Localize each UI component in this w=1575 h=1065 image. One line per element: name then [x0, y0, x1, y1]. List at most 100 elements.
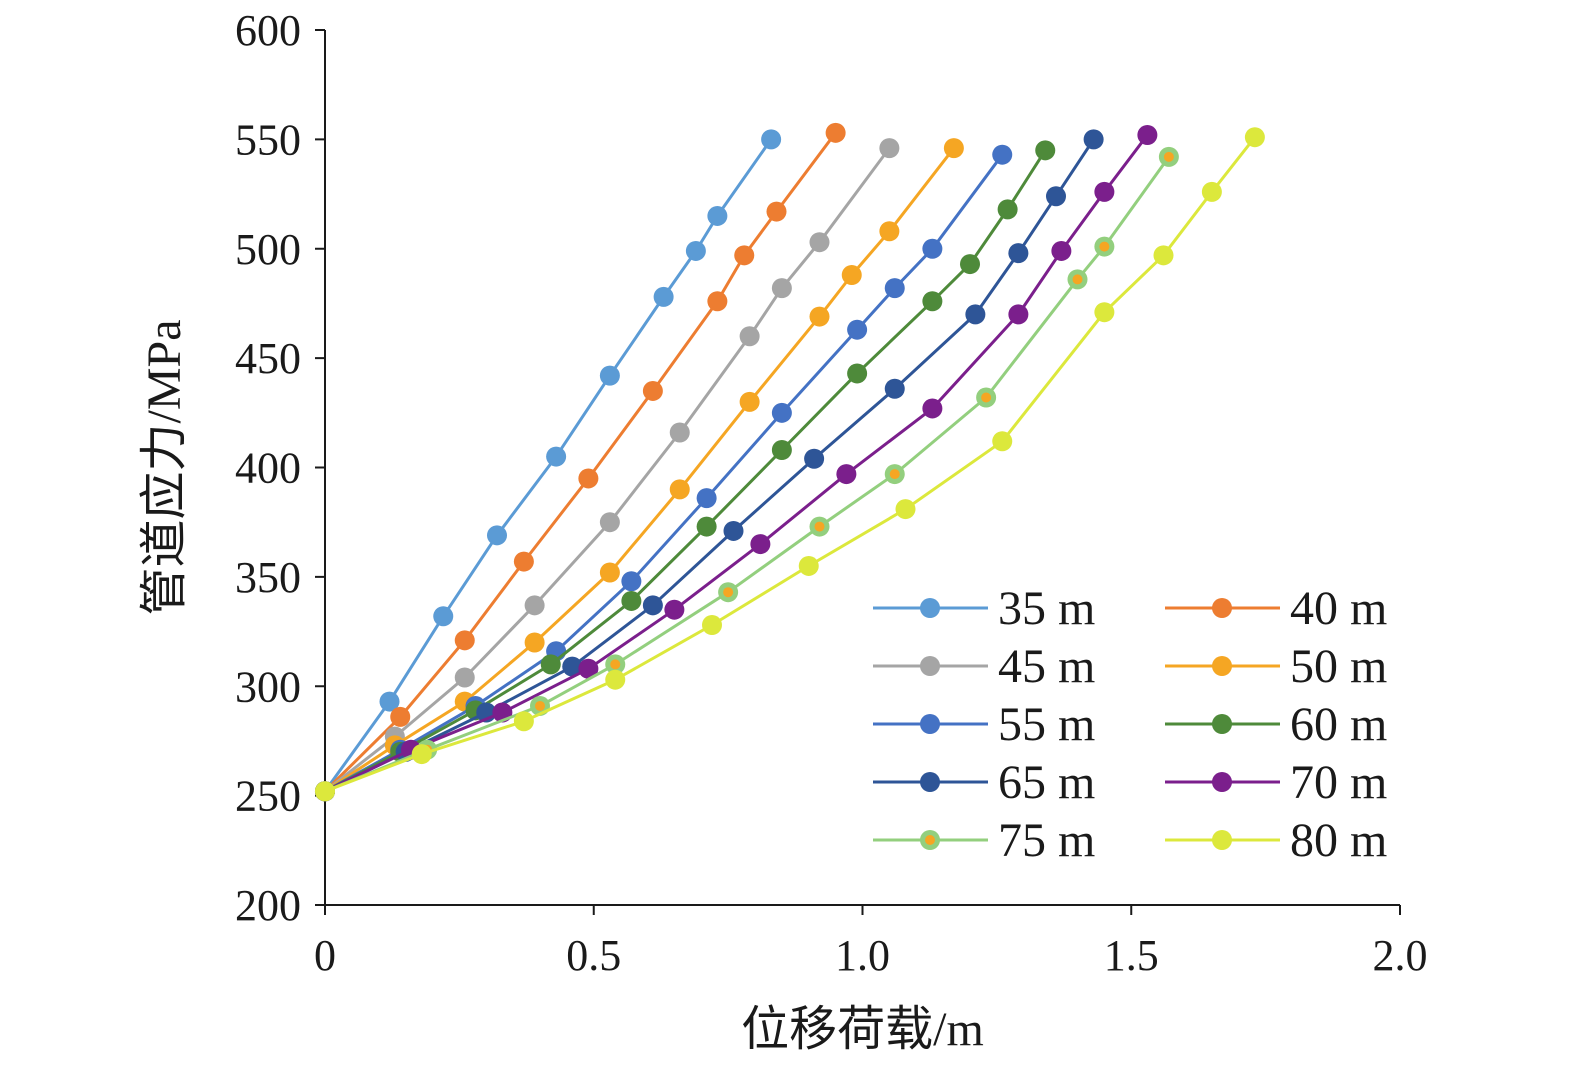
- x-tick-label: 1.5: [1104, 931, 1159, 980]
- data-point: [605, 669, 626, 690]
- legend-label: 40 m: [1290, 582, 1387, 635]
- series-line: [324, 136, 1257, 793]
- x-axis-ticks: 0 0.5 1.0 1.5 2.0: [314, 905, 1428, 980]
- legend-marker: [920, 656, 940, 676]
- data-point-center: [981, 392, 992, 403]
- y-axis-title: 管道应力/MPa: [138, 319, 191, 615]
- legend-marker: [1212, 656, 1232, 676]
- data-point: [771, 402, 792, 423]
- data-point: [1046, 186, 1066, 207]
- data-point: [943, 138, 964, 159]
- y-axis-title-group: 管道应力/MPa: [138, 319, 191, 615]
- data-point: [771, 278, 792, 299]
- data-point: [922, 398, 943, 419]
- data-point: [540, 654, 561, 675]
- legend-marker: [920, 714, 940, 734]
- data-point: [578, 658, 599, 679]
- series-line: [324, 147, 891, 793]
- data-point: [696, 488, 717, 509]
- data-point: [739, 391, 760, 412]
- data-point: [702, 615, 722, 635]
- axes: [324, 30, 1400, 906]
- y-tick-label: 350: [235, 553, 301, 602]
- data-point: [884, 278, 905, 299]
- series-line: [323, 131, 837, 793]
- legend-label: 75 m: [998, 814, 1095, 867]
- data-point: [1094, 302, 1115, 323]
- y-tick-label: 550: [235, 115, 301, 164]
- legend-item: 55 m: [873, 698, 1095, 751]
- legend-item: 80 m: [1165, 814, 1387, 867]
- series-7: [315, 125, 1158, 802]
- data-point: [390, 706, 411, 727]
- series-line: [324, 134, 1149, 793]
- data-point: [1008, 243, 1029, 264]
- data-point: [1094, 181, 1115, 202]
- data-point: [524, 595, 545, 616]
- x-tick-label: 2.0: [1373, 931, 1428, 980]
- legend-label: 60 m: [1290, 698, 1387, 751]
- data-point: [433, 606, 454, 627]
- x-tick-label: 0.5: [566, 931, 621, 980]
- legend-label: 50 m: [1290, 640, 1387, 693]
- legend-label: 35 m: [998, 582, 1095, 635]
- data-point: [315, 781, 335, 802]
- data-point: [841, 265, 862, 285]
- data-point: [734, 245, 755, 266]
- series-line: [324, 149, 1047, 793]
- data-point: [524, 632, 545, 653]
- series-1: [315, 122, 846, 802]
- legend-item: 50 m: [1165, 640, 1387, 693]
- data-point: [761, 129, 782, 150]
- data-point-center: [1163, 151, 1174, 162]
- x-tick-label: 1.0: [835, 931, 890, 980]
- data-point-center: [1072, 274, 1083, 285]
- legend-label: 65 m: [998, 756, 1095, 809]
- data-point: [599, 512, 620, 533]
- data-point: [1035, 140, 1056, 161]
- series-8: [315, 146, 1179, 802]
- data-point: [642, 595, 663, 616]
- legend-marker: [920, 772, 940, 792]
- legend-marker: [1212, 598, 1232, 618]
- data-point: [1137, 125, 1158, 145]
- legend-item: 70 m: [1165, 756, 1387, 809]
- data-point: [922, 238, 943, 259]
- legend-item: 35 m: [873, 582, 1095, 635]
- data-point: [1244, 127, 1265, 148]
- data-point-center: [814, 521, 825, 532]
- data-point: [513, 711, 534, 732]
- data-point: [798, 555, 819, 576]
- data-point: [804, 448, 825, 469]
- y-tick-label: 500: [235, 225, 301, 274]
- data-point: [825, 122, 846, 143]
- legend-label: 80 m: [1290, 814, 1387, 867]
- data-point: [809, 306, 830, 327]
- legend-marker: [1212, 830, 1232, 850]
- data-point: [960, 254, 980, 275]
- data-point: [895, 499, 916, 520]
- data-point: [487, 525, 507, 546]
- data-point: [847, 319, 868, 340]
- data-point: [766, 201, 787, 222]
- legend-item: 75 m: [873, 814, 1095, 867]
- data-point: [685, 240, 706, 261]
- data-point: [546, 446, 567, 467]
- legend-item: 40 m: [1165, 582, 1387, 635]
- data-point: [599, 562, 620, 583]
- legend-marker-center: [925, 835, 935, 845]
- series-line: [323, 138, 773, 793]
- data-point: [599, 365, 620, 386]
- data-point: [1051, 240, 1072, 261]
- data-point: [992, 144, 1013, 165]
- data-point: [809, 232, 830, 253]
- data-point: [997, 199, 1018, 220]
- legend: 35 m 40 m 45 m 50 m 55 m 60 m 65 m 70 m 75 m 80 m: [873, 582, 1387, 867]
- x-axis-title: 位移荷载/m: [741, 1003, 984, 1056]
- data-point: [513, 551, 534, 572]
- legend-item: 65 m: [873, 756, 1095, 809]
- data-point: [707, 205, 728, 226]
- data-point: [707, 291, 728, 312]
- data-point: [1083, 129, 1104, 150]
- data-point: [771, 440, 792, 460]
